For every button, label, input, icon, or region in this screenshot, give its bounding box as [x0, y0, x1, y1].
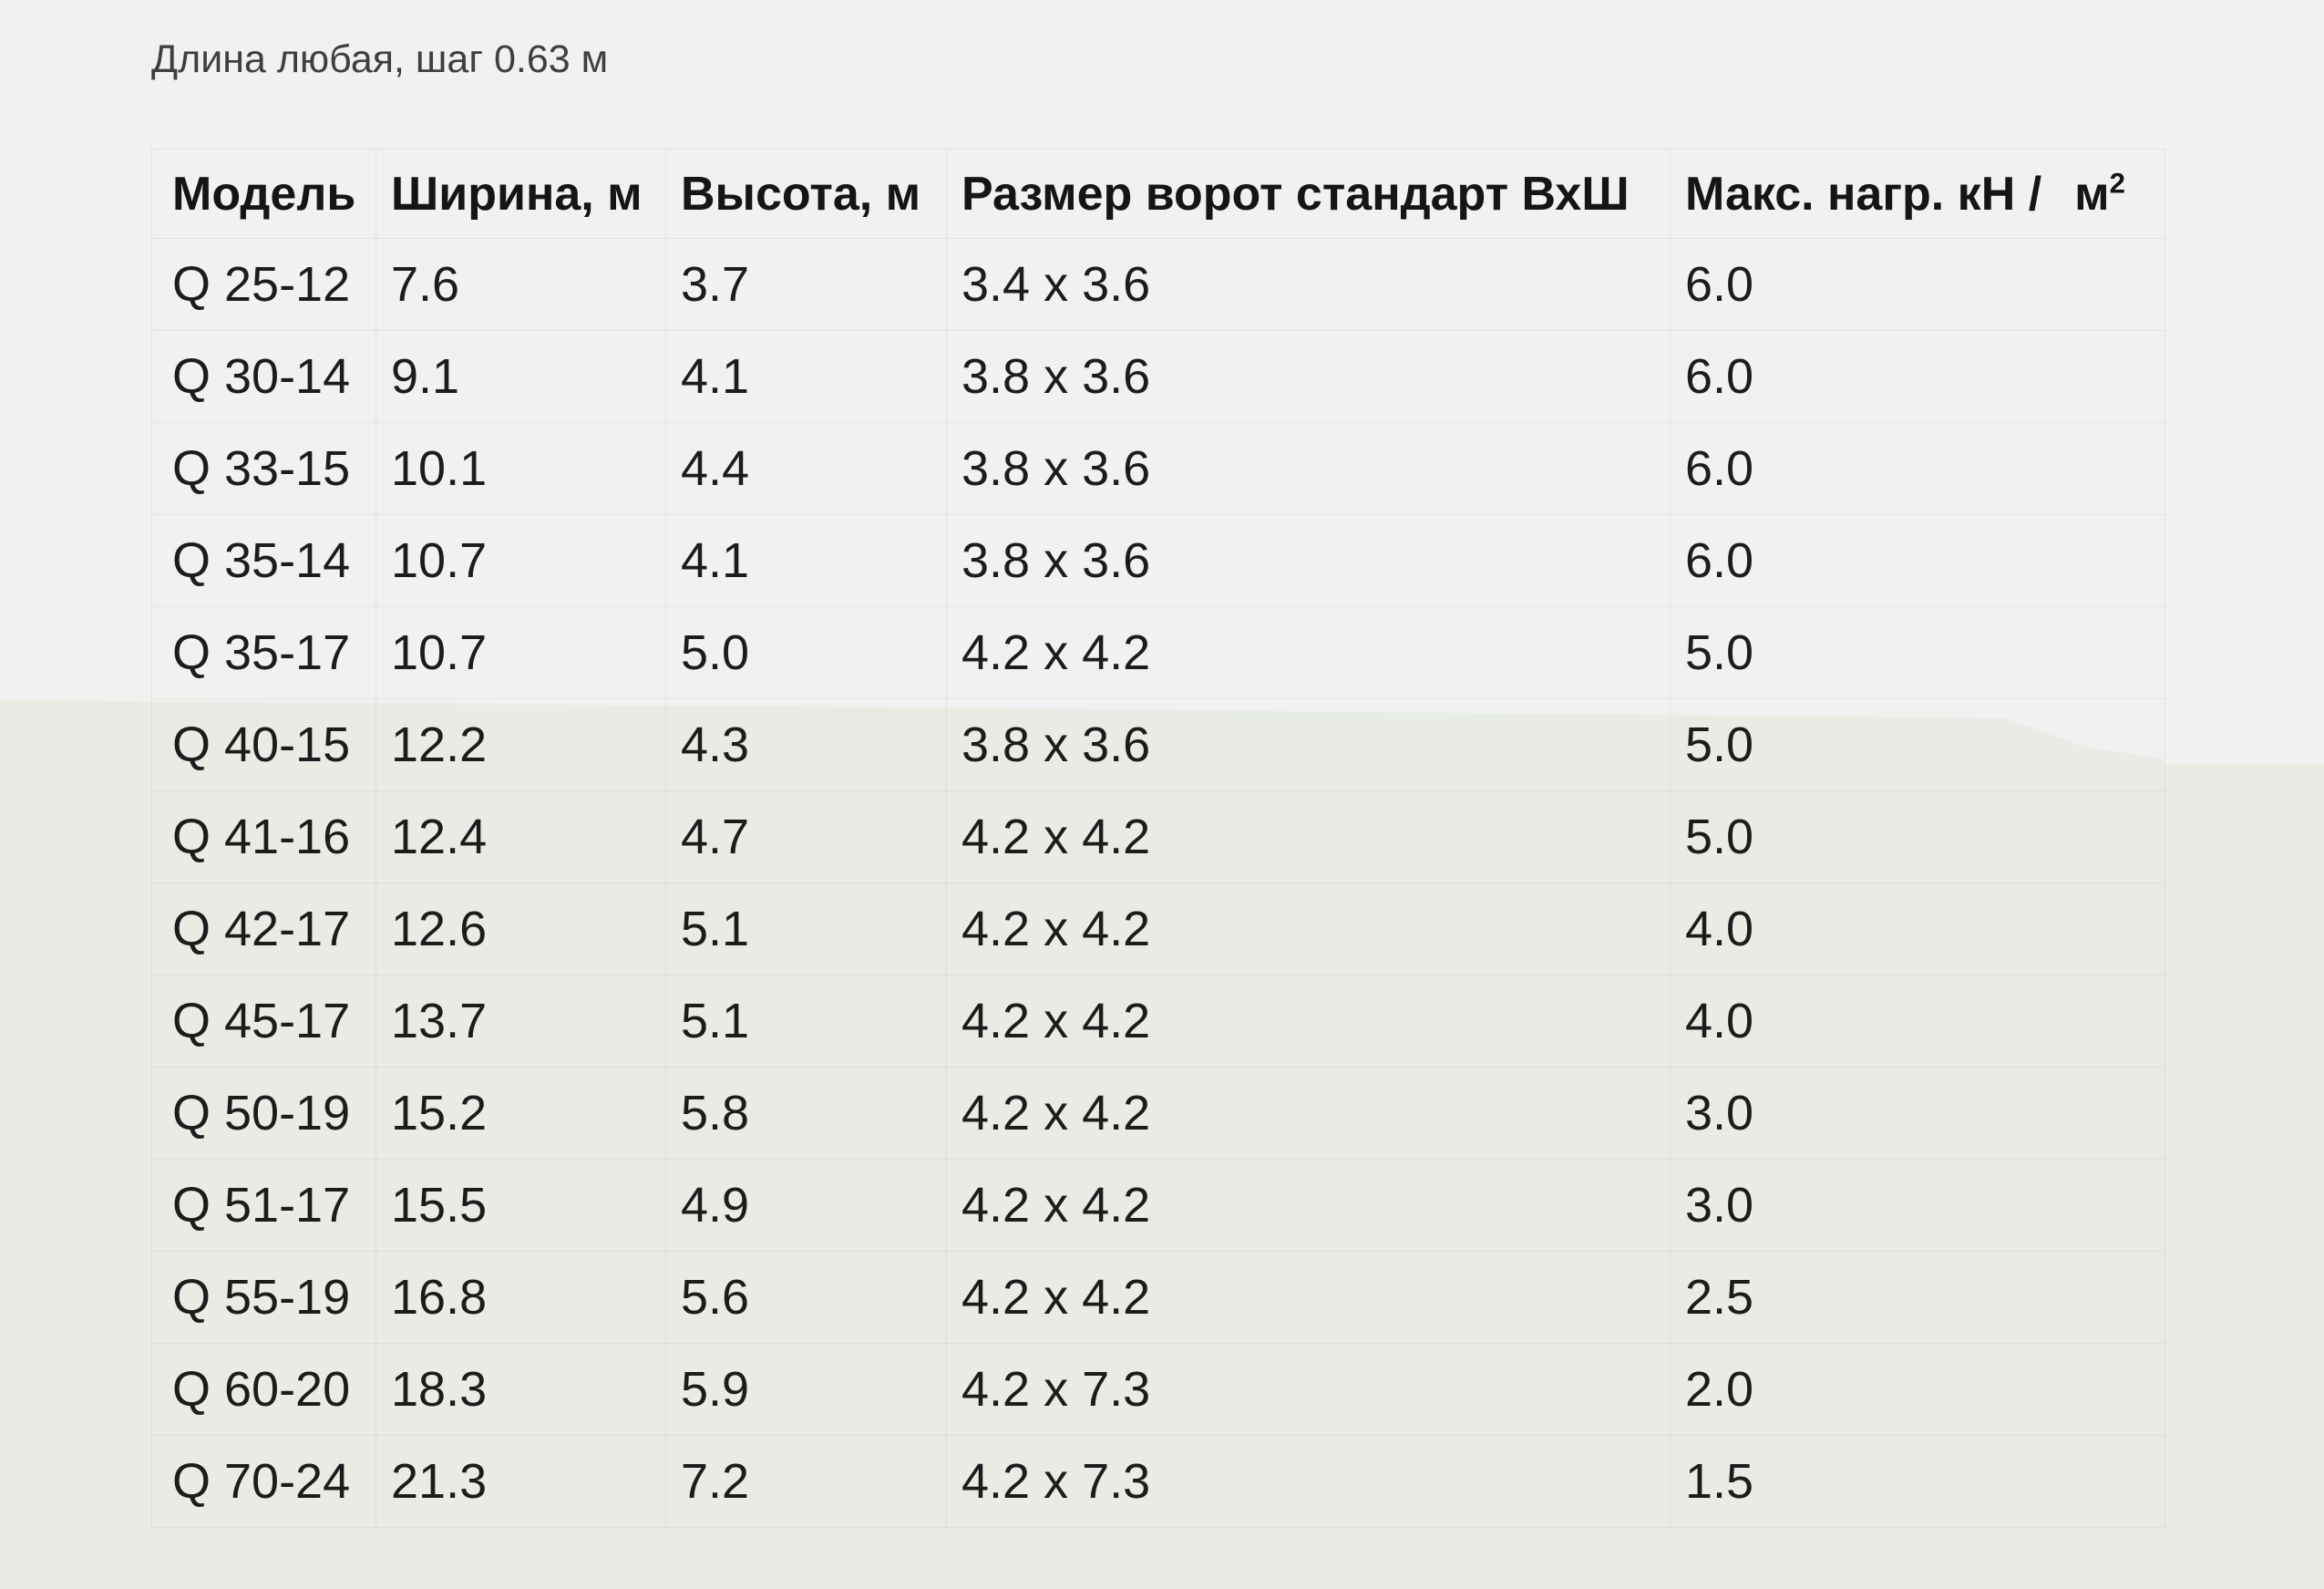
cell-gate-size: 3.8 x 3.6	[946, 698, 1671, 791]
cell-height: 4.1	[665, 514, 947, 607]
cell-height: 5.8	[665, 1067, 947, 1160]
column-header-model: Модель	[151, 149, 376, 239]
intro-note: Длина любая, шаг 0.63 м	[151, 37, 609, 81]
cell-model: Q 50-19	[151, 1067, 376, 1160]
cell-max-load: 6.0	[1670, 422, 2165, 515]
table-row: Q 45-17 13.7 5.1 4.2 x 4.2 4.0	[151, 975, 2165, 1068]
cell-max-load: 5.0	[1670, 606, 2165, 699]
cell-max-load: 5.0	[1670, 698, 2165, 791]
table-row: Q 50-19 15.2 5.8 4.2 x 4.2 3.0	[151, 1067, 2165, 1160]
table-row: Q 70-24 21.3 7.2 4.2 x 7.3 1.5	[151, 1435, 2165, 1528]
cell-height: 7.2	[665, 1435, 947, 1528]
cell-height: 4.1	[665, 330, 947, 423]
cell-max-load: 1.5	[1670, 1435, 2165, 1528]
cell-height: 5.9	[665, 1343, 947, 1436]
cell-gate-size: 3.8 x 3.6	[946, 422, 1671, 515]
max-load-unit: м2	[2074, 167, 2125, 221]
cell-gate-size: 4.2 x 4.2	[946, 975, 1671, 1068]
cell-model: Q 40-15	[151, 698, 376, 791]
cell-height: 5.0	[665, 606, 947, 699]
cell-gate-size: 4.2 x 4.2	[946, 1159, 1671, 1252]
max-load-unit-superscript: 2	[2109, 167, 2125, 200]
table-header-row: Модель Ширина, м Высота, м Размер ворот …	[151, 149, 2165, 239]
cell-height: 4.4	[665, 422, 947, 515]
cell-model: Q 35-17	[151, 606, 376, 699]
cell-max-load: 6.0	[1670, 238, 2165, 331]
cell-gate-size: 4.2 x 4.2	[946, 882, 1671, 975]
cell-width: 12.2	[375, 698, 666, 791]
cell-model: Q 25-12	[151, 238, 376, 331]
cell-height: 4.9	[665, 1159, 947, 1252]
table-row: Q 42-17 12.6 5.1 4.2 x 4.2 4.0	[151, 882, 2165, 975]
cell-height: 4.7	[665, 790, 947, 883]
max-load-label: Макс. нагр. кН /	[1685, 167, 2042, 221]
cell-model: Q 70-24	[151, 1435, 376, 1528]
cell-model: Q 30-14	[151, 330, 376, 423]
cell-gate-size: 4.2 x 4.2	[946, 606, 1671, 699]
spec-table: Модель Ширина, м Высота, м Размер ворот …	[151, 149, 2165, 1528]
column-header-max-load: Макс. нагр. кН / м2	[1670, 149, 2165, 239]
cell-gate-size: 4.2 x 4.2	[946, 1251, 1671, 1344]
cell-width: 10.7	[375, 606, 666, 699]
cell-height: 5.1	[665, 882, 947, 975]
cell-height: 5.6	[665, 1251, 947, 1344]
cell-max-load: 2.0	[1670, 1343, 2165, 1436]
cell-width: 12.6	[375, 882, 666, 975]
cell-width: 18.3	[375, 1343, 666, 1436]
table-row: Q 41-16 12.4 4.7 4.2 x 4.2 5.0	[151, 790, 2165, 883]
cell-max-load: 6.0	[1670, 514, 2165, 607]
cell-width: 7.6	[375, 238, 666, 331]
cell-model: Q 51-17	[151, 1159, 376, 1252]
table-row: Q 35-14 10.7 4.1 3.8 x 3.6 6.0	[151, 514, 2165, 607]
cell-model: Q 35-14	[151, 514, 376, 607]
cell-max-load: 4.0	[1670, 882, 2165, 975]
cell-model: Q 41-16	[151, 790, 376, 883]
cell-gate-size: 4.2 x 7.3	[946, 1435, 1671, 1528]
table-row: Q 60-20 18.3 5.9 4.2 x 7.3 2.0	[151, 1343, 2165, 1436]
table-row: Q 40-15 12.2 4.3 3.8 x 3.6 5.0	[151, 698, 2165, 791]
table-row: Q 55-19 16.8 5.6 4.2 x 4.2 2.5	[151, 1251, 2165, 1344]
cell-max-load: 4.0	[1670, 975, 2165, 1068]
cell-width: 15.2	[375, 1067, 666, 1160]
cell-width: 10.7	[375, 514, 666, 607]
column-header-height: Высота, м	[665, 149, 947, 239]
table-body: Q 25-12 7.6 3.7 3.4 x 3.6 6.0 Q 30-14 9.1 4.1 3.…	[151, 238, 2165, 1528]
cell-gate-size: 3.8 x 3.6	[946, 330, 1671, 423]
cell-width: 13.7	[375, 975, 666, 1068]
cell-width: 9.1	[375, 330, 666, 423]
cell-height: 3.7	[665, 238, 947, 331]
cell-width: 21.3	[375, 1435, 666, 1528]
cell-gate-size: 4.2 x 4.2	[946, 790, 1671, 883]
cell-max-load: 2.5	[1670, 1251, 2165, 1344]
table-row: Q 33-15 10.1 4.4 3.8 x 3.6 6.0	[151, 422, 2165, 515]
column-header-gate-size: Размер ворот стандарт ВхШ	[946, 149, 1671, 239]
cell-gate-size: 4.2 x 4.2	[946, 1067, 1671, 1160]
cell-width: 12.4	[375, 790, 666, 883]
cell-width: 16.8	[375, 1251, 666, 1344]
cell-gate-size: 3.8 x 3.6	[946, 514, 1671, 607]
column-header-width: Ширина, м	[375, 149, 666, 239]
table-row: Q 35-17 10.7 5.0 4.2 x 4.2 5.0	[151, 606, 2165, 699]
cell-model: Q 42-17	[151, 882, 376, 975]
cell-max-load: 3.0	[1670, 1159, 2165, 1252]
cell-model: Q 60-20	[151, 1343, 376, 1436]
cell-gate-size: 4.2 x 7.3	[946, 1343, 1671, 1436]
cell-height: 5.1	[665, 975, 947, 1068]
cell-max-load: 6.0	[1670, 330, 2165, 423]
cell-gate-size: 3.4 x 3.6	[946, 238, 1671, 331]
cell-width: 15.5	[375, 1159, 666, 1252]
cell-model: Q 45-17	[151, 975, 376, 1068]
table-row: Q 30-14 9.1 4.1 3.8 x 3.6 6.0	[151, 330, 2165, 423]
cell-width: 10.1	[375, 422, 666, 515]
cell-max-load: 5.0	[1670, 790, 2165, 883]
table-row: Q 25-12 7.6 3.7 3.4 x 3.6 6.0	[151, 238, 2165, 331]
cell-model: Q 33-15	[151, 422, 376, 515]
cell-height: 4.3	[665, 698, 947, 791]
cell-model: Q 55-19	[151, 1251, 376, 1344]
cell-max-load: 3.0	[1670, 1067, 2165, 1160]
table-row: Q 51-17 15.5 4.9 4.2 x 4.2 3.0	[151, 1159, 2165, 1252]
